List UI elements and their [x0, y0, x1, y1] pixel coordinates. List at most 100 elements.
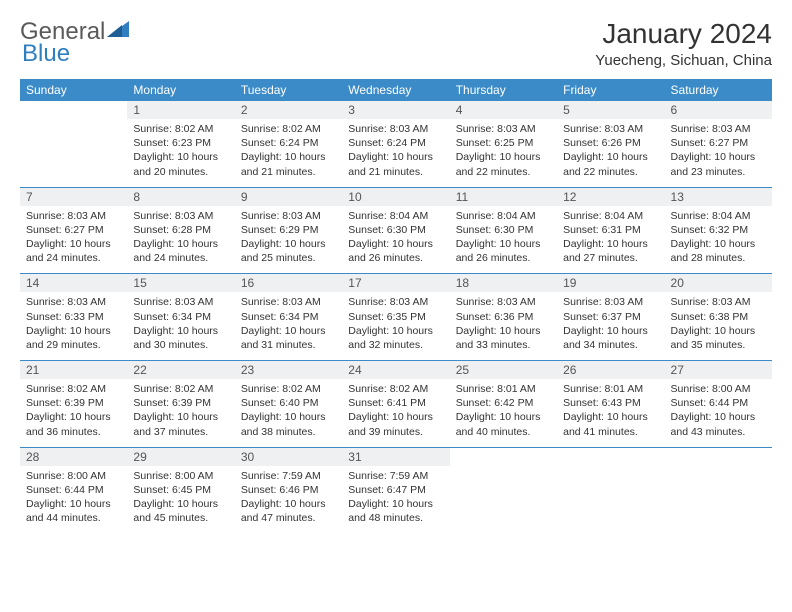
calendar-day: 30Sunrise: 7:59 AMSunset: 6:46 PMDayligh…: [235, 448, 342, 534]
day-line: and 38 minutes.: [241, 425, 336, 439]
day-line: Sunset: 6:30 PM: [456, 223, 551, 237]
calendar-day: [20, 101, 127, 187]
day-line: and 26 minutes.: [348, 251, 443, 265]
day-line: Sunset: 6:44 PM: [671, 396, 766, 410]
day-body: Sunrise: 8:03 AMSunset: 6:36 PMDaylight:…: [450, 292, 557, 360]
weekday-header: Thursday: [450, 79, 557, 101]
day-number: 18: [450, 274, 557, 292]
day-line: Sunset: 6:42 PM: [456, 396, 551, 410]
calendar-day: 4Sunrise: 8:03 AMSunset: 6:25 PMDaylight…: [450, 101, 557, 187]
day-body: Sunrise: 8:03 AMSunset: 6:28 PMDaylight:…: [127, 206, 234, 274]
day-line: Sunset: 6:30 PM: [348, 223, 443, 237]
day-line: and 35 minutes.: [671, 338, 766, 352]
day-body: Sunrise: 8:03 AMSunset: 6:29 PMDaylight:…: [235, 206, 342, 274]
calendar-day: 1Sunrise: 8:02 AMSunset: 6:23 PMDaylight…: [127, 101, 234, 187]
day-line: Daylight: 10 hours: [348, 237, 443, 251]
day-number: 14: [20, 274, 127, 292]
day-line: Daylight: 10 hours: [26, 237, 121, 251]
day-line: Sunrise: 8:04 AM: [456, 209, 551, 223]
day-line: Daylight: 10 hours: [456, 410, 551, 424]
day-line: Sunset: 6:34 PM: [241, 310, 336, 324]
day-line: Sunrise: 8:02 AM: [133, 382, 228, 396]
day-line: Sunset: 6:26 PM: [563, 136, 658, 150]
weekday-header: Tuesday: [235, 79, 342, 101]
weekday-header: Sunday: [20, 79, 127, 101]
day-line: Daylight: 10 hours: [563, 324, 658, 338]
day-line: Sunset: 6:27 PM: [671, 136, 766, 150]
day-line: Sunrise: 8:02 AM: [241, 382, 336, 396]
day-line: Sunset: 6:31 PM: [563, 223, 658, 237]
day-number: 12: [557, 188, 664, 206]
day-body: Sunrise: 7:59 AMSunset: 6:46 PMDaylight:…: [235, 466, 342, 534]
calendar-day: 2Sunrise: 8:02 AMSunset: 6:24 PMDaylight…: [235, 101, 342, 187]
day-line: Sunrise: 8:03 AM: [348, 122, 443, 136]
day-line: Sunset: 6:35 PM: [348, 310, 443, 324]
day-number: 29: [127, 448, 234, 466]
calendar-week: 14Sunrise: 8:03 AMSunset: 6:33 PMDayligh…: [20, 274, 772, 360]
day-line: and 28 minutes.: [671, 251, 766, 265]
calendar-day: 31Sunrise: 7:59 AMSunset: 6:47 PMDayligh…: [342, 448, 449, 534]
logo-text-blue: Blue: [22, 40, 70, 68]
day-line: Sunrise: 8:03 AM: [26, 209, 121, 223]
day-line: and 41 minutes.: [563, 425, 658, 439]
day-line: and 40 minutes.: [456, 425, 551, 439]
calendar-day: 14Sunrise: 8:03 AMSunset: 6:33 PMDayligh…: [20, 274, 127, 360]
day-line: and 29 minutes.: [26, 338, 121, 352]
calendar-day: 26Sunrise: 8:01 AMSunset: 6:43 PMDayligh…: [557, 361, 664, 447]
calendar-day: 27Sunrise: 8:00 AMSunset: 6:44 PMDayligh…: [665, 361, 772, 447]
calendar-day: 20Sunrise: 8:03 AMSunset: 6:38 PMDayligh…: [665, 274, 772, 360]
day-line: Sunrise: 8:04 AM: [563, 209, 658, 223]
day-body: Sunrise: 8:03 AMSunset: 6:26 PMDaylight:…: [557, 119, 664, 187]
day-line: Sunset: 6:23 PM: [133, 136, 228, 150]
day-number: 27: [665, 361, 772, 379]
day-number: 4: [450, 101, 557, 119]
calendar-week: 21Sunrise: 8:02 AMSunset: 6:39 PMDayligh…: [20, 361, 772, 447]
weekday-header: Friday: [557, 79, 664, 101]
calendar-body: 1 Sunrise: 8:02 AM Sunset: 6:23 PM Daylight…: [20, 101, 772, 533]
calendar-day: 17Sunrise: 8:03 AMSunset: 6:35 PMDayligh…: [342, 274, 449, 360]
calendar-day: 28Sunrise: 8:00 AMSunset: 6:44 PMDayligh…: [20, 448, 127, 534]
header: General January 2024 Yuecheng, Sichuan, …: [20, 18, 772, 69]
day-body: Sunrise: 8:02 AMSunset: 6:40 PMDaylight:…: [235, 379, 342, 447]
day-body: Sunrise: 8:03 AMSunset: 6:27 PMDaylight:…: [20, 206, 127, 274]
day-line: Daylight: 10 hours: [241, 150, 336, 164]
day-line: Daylight: 10 hours: [241, 497, 336, 511]
day-line: and 32 minutes.: [348, 338, 443, 352]
day-line: and 20 minutes.: [133, 165, 228, 179]
calendar-head: SundayMondayTuesdayWednesdayThursdayFrid…: [20, 79, 772, 101]
day-line: and 33 minutes.: [456, 338, 551, 352]
day-line: and 36 minutes.: [26, 425, 121, 439]
day-line: Sunset: 6:38 PM: [671, 310, 766, 324]
day-body: Sunrise: 8:02 AMSunset: 6:24 PMDaylight:…: [235, 119, 342, 187]
day-body: Sunrise: 8:02 AMSunset: 6:41 PMDaylight:…: [342, 379, 449, 447]
day-line: Sunset: 6:32 PM: [671, 223, 766, 237]
calendar-day: 5Sunrise: 8:03 AMSunset: 6:26 PMDaylight…: [557, 101, 664, 187]
day-line: Sunset: 6:34 PM: [133, 310, 228, 324]
day-line: Daylight: 10 hours: [456, 237, 551, 251]
day-line: Sunset: 6:39 PM: [26, 396, 121, 410]
day-number: 22: [127, 361, 234, 379]
day-body: Sunrise: 8:03 AMSunset: 6:34 PMDaylight:…: [127, 292, 234, 360]
day-line: Daylight: 10 hours: [133, 497, 228, 511]
day-body: Sunrise: 7:59 AMSunset: 6:47 PMDaylight:…: [342, 466, 449, 534]
day-line: Daylight: 10 hours: [671, 150, 766, 164]
day-line: Daylight: 10 hours: [563, 237, 658, 251]
day-line: and 37 minutes.: [133, 425, 228, 439]
day-line: Daylight: 10 hours: [456, 324, 551, 338]
day-line: Sunset: 6:25 PM: [456, 136, 551, 150]
day-line: Sunrise: 8:00 AM: [133, 469, 228, 483]
day-line: Daylight: 10 hours: [348, 324, 443, 338]
day-line: Sunset: 6:29 PM: [241, 223, 336, 237]
day-line: Sunrise: 8:03 AM: [456, 295, 551, 309]
day-line: and 45 minutes.: [133, 511, 228, 525]
calendar-day: 23Sunrise: 8:02 AMSunset: 6:40 PMDayligh…: [235, 361, 342, 447]
day-number: 1: [127, 101, 234, 119]
calendar-day: 18Sunrise: 8:03 AMSunset: 6:36 PMDayligh…: [450, 274, 557, 360]
day-line: and 22 minutes.: [563, 165, 658, 179]
day-line: Daylight: 10 hours: [348, 497, 443, 511]
day-line: Sunset: 6:37 PM: [563, 310, 658, 324]
day-body: Sunrise: 8:02 AMSunset: 6:39 PMDaylight:…: [20, 379, 127, 447]
day-line: Sunset: 6:44 PM: [26, 483, 121, 497]
day-number: 15: [127, 274, 234, 292]
day-line: Daylight: 10 hours: [348, 150, 443, 164]
